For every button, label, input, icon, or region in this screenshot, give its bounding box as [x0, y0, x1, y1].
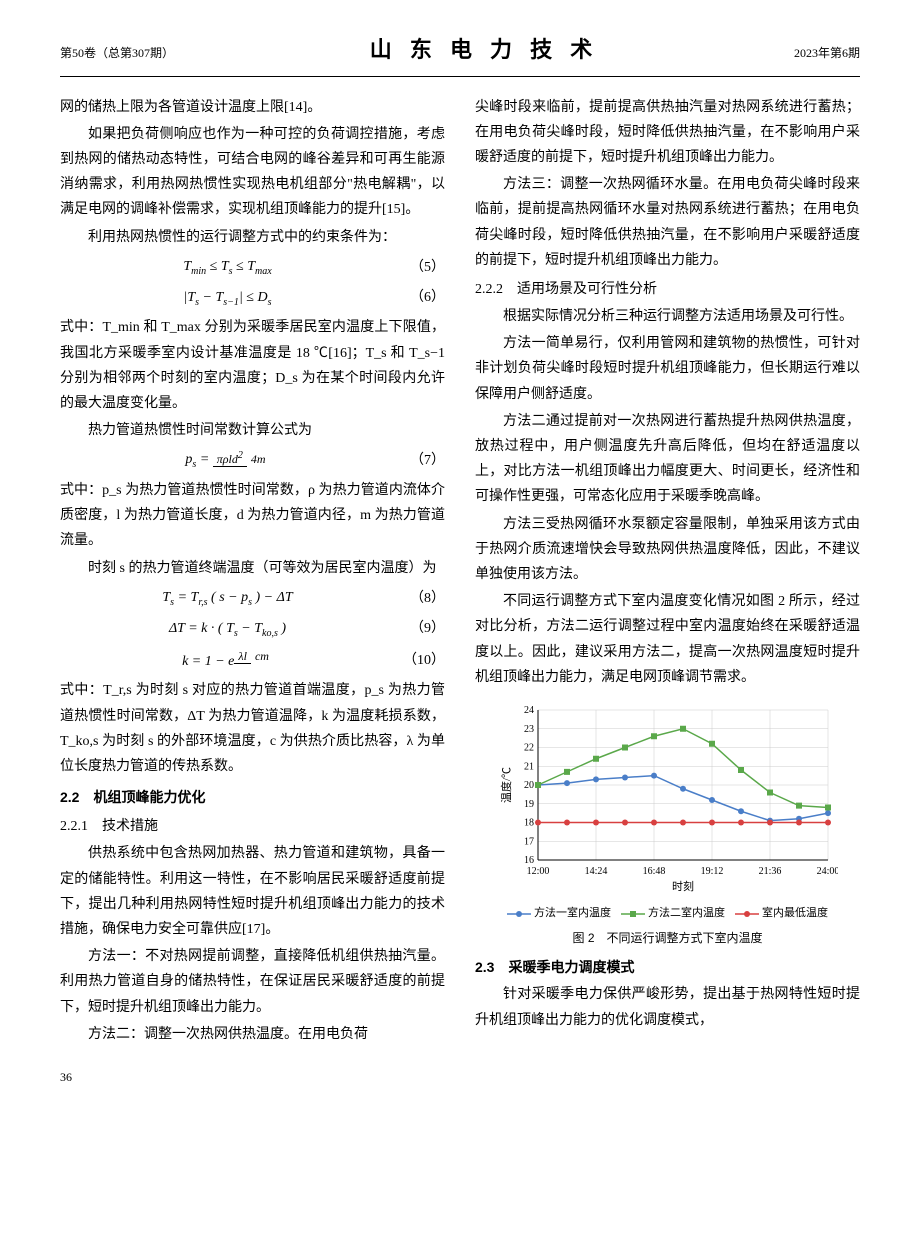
header-left: 第50卷（总第307期）: [60, 43, 174, 65]
figure-2-legend: 方法一室内温度方法二室内温度室内最低温度: [475, 904, 860, 924]
page-header: 第50卷（总第307期） 山 东 电 力 技 术 2023年第6期: [60, 30, 860, 77]
content-columns: 网的储热上限为各管道设计温度上限[14]。 如果把负荷侧响应也作为一种可控的负荷…: [60, 95, 860, 1047]
heading-2-3: 2.3 采暖季电力调度模式: [475, 955, 860, 980]
figure-2: 16 17 18 19 20 21 22 23 24 12:00 14:24 16:48 19:12 21…: [475, 700, 860, 949]
equation-6: |Ts − Ts−1| ≤ Ds （6）: [60, 285, 445, 312]
header-right: 2023年第6期: [794, 43, 860, 65]
legend-item: 室内最低温度: [735, 904, 828, 924]
svg-text:18: 18: [524, 817, 534, 828]
svg-text:时刻: 时刻: [672, 879, 694, 893]
col1-p3: 利用热网热惯性的运行调整方式中的约束条件为：: [60, 225, 445, 250]
col2-p6: 方法三受热网循环水泵额定容量限制，单独采用该方式由于热网介质流速增快会导致热网供…: [475, 512, 860, 588]
svg-text:19: 19: [524, 799, 534, 810]
svg-text:21: 21: [524, 761, 534, 772]
col2-p7: 不同运行调整方式下室内温度变化情况如图 2 所示，经过对比分析，方法二运行调整过…: [475, 589, 860, 690]
col1-p5: 热力管道热惯性时间常数计算公式为: [60, 418, 445, 443]
svg-text:12:00: 12:00: [526, 866, 549, 877]
equation-8: Ts = Tr,s ( s − ps ) − ΔT （8）: [60, 585, 445, 612]
svg-text:温度/℃: 温度/℃: [499, 767, 513, 803]
col1-p4: 式中：T_min 和 T_max 分别为采暖季居民室内温度上下限值，我国北方采暖…: [60, 315, 445, 416]
col1-p9: 供热系统中包含热网加热器、热力管道和建筑物，具备一定的储能特性。利用这一特性，在…: [60, 841, 445, 942]
equation-7: ps = πρld24m （7）: [60, 447, 445, 474]
col2-p4: 方法一简单易行，仅利用管网和建筑物的热惯性，可针对非计划负荷尖峰时段短时提升机组…: [475, 331, 860, 407]
figure-2-caption: 图 2 不同运行调整方式下室内温度: [475, 928, 860, 950]
equation-10: k = 1 − eλlcm （10）: [60, 646, 445, 674]
col1-p8: 式中：T_r,s 为时刻 s 对应的热力管道首端温度，p_s 为热力管道热惯性时…: [60, 678, 445, 779]
col2-p1: 尖峰时段来临前，提前提高供热抽汽量对热网系统进行蓄热；在用电负荷尖峰时段，短时降…: [475, 95, 860, 171]
svg-text:19:12: 19:12: [700, 866, 723, 877]
svg-text:17: 17: [524, 836, 534, 847]
page-number: 36: [60, 1067, 860, 1089]
col2-p3: 根据实际情况分析三种运行调整方法适用场景及可行性。: [475, 304, 860, 329]
col1-p11: 方法二：调整一次热网供热温度。在用电负荷: [60, 1022, 445, 1047]
col2-p5: 方法二通过提前对一次热网进行蓄热提升热网供热温度，放热过程中，用户侧温度先升高后…: [475, 409, 860, 510]
svg-text:14:24: 14:24: [584, 866, 607, 877]
col1-p7: 时刻 s 的热力管道终端温度（可等效为居民室内温度）为: [60, 556, 445, 581]
svg-text:21:36: 21:36: [758, 866, 781, 877]
heading-2-2-2: 2.2.2 适用场景及可行性分析: [475, 277, 860, 302]
col2b-p1: 针对采暖季电力保供严峻形势，提出基于热网特性短时提升机组顶峰出力能力的优化调度模…: [475, 982, 860, 1032]
header-center: 山 东 电 力 技 术: [370, 30, 599, 70]
legend-item: 方法二室内温度: [621, 904, 725, 924]
svg-text:16:48: 16:48: [642, 866, 665, 877]
col1-p6: 式中：p_s 为热力管道热惯性时间常数，ρ 为热力管道内流体介质密度，l 为热力…: [60, 478, 445, 554]
svg-text:24:00: 24:00: [816, 866, 837, 877]
equation-9: ΔT = k · ( Ts − Tko,s ) （9）: [60, 616, 445, 643]
equation-5: Tmin ≤ Ts ≤ Tmax （5）: [60, 254, 445, 281]
svg-text:23: 23: [524, 724, 534, 735]
svg-text:22: 22: [524, 742, 534, 753]
col1-p1: 网的储热上限为各管道设计温度上限[14]。: [60, 95, 445, 120]
legend-item: 方法一室内温度: [507, 904, 611, 924]
col2-p2: 方法三：调整一次热网循环水量。在用电负荷尖峰时段来临前，提前提高热网循环水量对热…: [475, 172, 860, 273]
heading-2-2-1: 2.2.1 技术措施: [60, 814, 445, 839]
col1-p10: 方法一：不对热网提前调整，直接降低机组供热抽汽量。利用热力管道自身的储热特性，在…: [60, 944, 445, 1020]
col1-p2: 如果把负荷侧响应也作为一种可控的负荷调控措施，考虑到热网的储热动态特性，可结合电…: [60, 122, 445, 223]
figure-2-chart: 16 17 18 19 20 21 22 23 24 12:00 14:24 16:48 19:12 21…: [498, 700, 838, 900]
svg-text:20: 20: [524, 780, 534, 791]
heading-2-2: 2.2 机组顶峰能力优化: [60, 785, 445, 810]
svg-text:16: 16: [524, 855, 534, 866]
svg-text:24: 24: [524, 705, 534, 716]
